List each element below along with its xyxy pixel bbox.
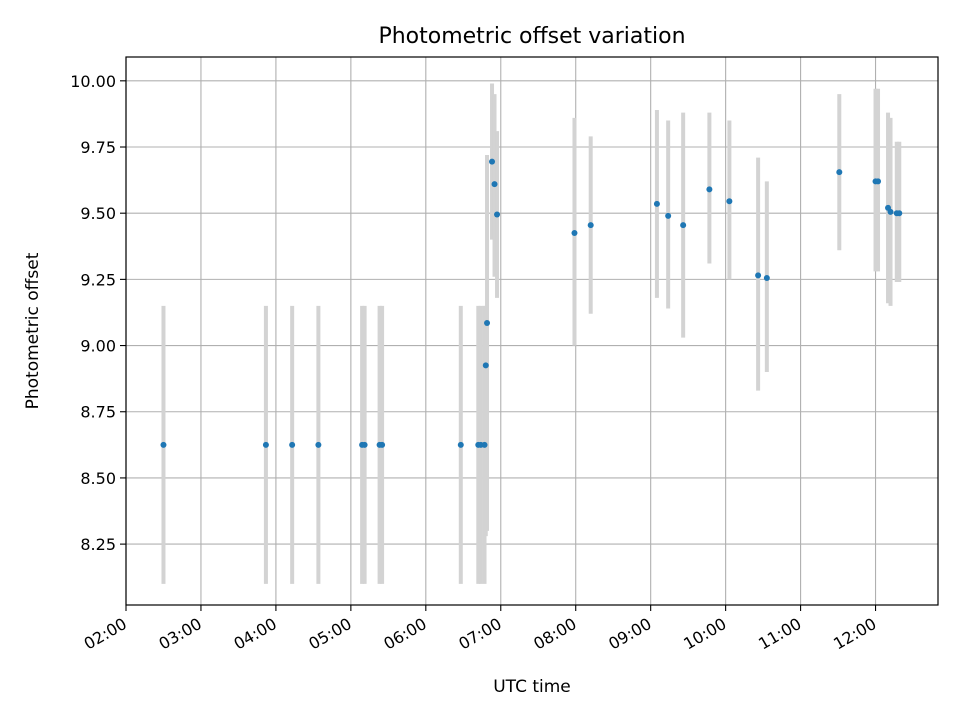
- data-point: [896, 210, 903, 217]
- data-point: [875, 178, 882, 185]
- data-point: [379, 441, 386, 448]
- plot-frame: [125, 56, 939, 606]
- y-tick-label: 9.75: [80, 138, 116, 157]
- y-axis-label: Photometric offset: [23, 252, 43, 409]
- y-tick-label: 9.00: [80, 337, 116, 356]
- y-tick-label: 9.25: [80, 270, 116, 289]
- data-point: [491, 181, 498, 188]
- data-point: [726, 198, 733, 205]
- data-point: [484, 320, 491, 327]
- data-point: [289, 441, 296, 448]
- data-points: [160, 158, 903, 448]
- data-point: [489, 158, 496, 165]
- data-point: [706, 186, 713, 193]
- grid: [125, 57, 938, 605]
- data-point: [160, 441, 167, 448]
- data-point: [315, 441, 322, 448]
- data-point: [587, 222, 594, 229]
- y-tick-label: 10.00: [70, 72, 116, 91]
- data-point: [836, 169, 843, 176]
- y-tick-label: 9.50: [80, 204, 116, 223]
- y-axis-ticks: 8.25 8.50 8.75 9.00 9.25 9.50 9.75 10.00: [70, 72, 126, 554]
- y-tick-label: 8.25: [80, 535, 116, 554]
- data-point: [665, 212, 672, 219]
- data-point: [481, 441, 488, 448]
- data-point: [887, 208, 894, 215]
- x-axis-label: UTC time: [493, 677, 571, 697]
- data-point: [457, 441, 464, 448]
- data-point: [653, 200, 660, 207]
- data-point: [763, 275, 770, 282]
- data-point: [361, 441, 368, 448]
- data-point: [571, 230, 578, 237]
- y-tick-label: 8.75: [80, 403, 116, 422]
- chart-title: Photometric offset variation: [378, 24, 685, 49]
- y-tick-label: 8.50: [80, 469, 116, 488]
- data-point: [680, 222, 687, 229]
- data-point: [482, 362, 489, 369]
- data-point: [494, 211, 501, 218]
- data-point: [755, 272, 762, 279]
- data-point: [262, 441, 269, 448]
